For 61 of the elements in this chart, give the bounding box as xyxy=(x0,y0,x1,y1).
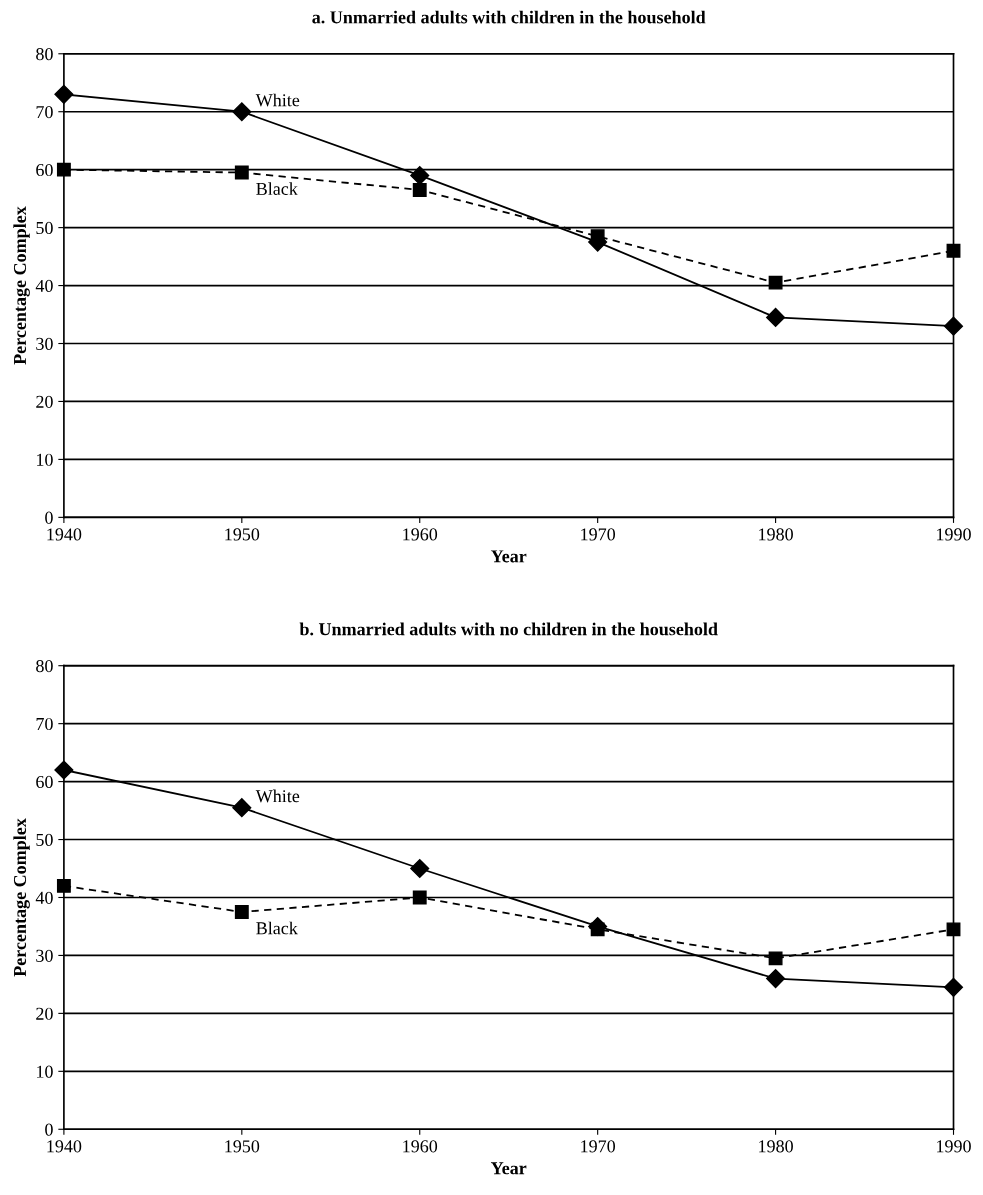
series-label: Black xyxy=(256,182,298,195)
point xyxy=(946,243,961,258)
y-axis-title: Percentage Complex xyxy=(13,818,30,977)
x-tick-label: 1980 xyxy=(759,528,793,541)
x-axis-title: Year xyxy=(490,1162,527,1175)
point xyxy=(412,890,427,905)
x-tick-label: 1990 xyxy=(937,1140,971,1153)
x-axis-title: Year xyxy=(490,550,527,563)
y-tick-label: 30 xyxy=(36,949,53,962)
x-tick-label: 1950 xyxy=(225,1140,260,1153)
point xyxy=(234,165,249,180)
point xyxy=(56,162,71,177)
y-tick-label: 80 xyxy=(36,48,53,61)
y-tick-label: 70 xyxy=(36,105,53,119)
y-tick-label: 70 xyxy=(36,717,53,731)
point xyxy=(766,969,786,989)
point xyxy=(943,316,964,336)
point xyxy=(588,916,608,936)
point xyxy=(768,275,783,290)
y-tick-label: 20 xyxy=(36,1007,53,1020)
x-tick-label: 1960 xyxy=(403,1140,438,1153)
point xyxy=(412,183,427,197)
point xyxy=(54,84,74,104)
y-tick-label: 40 xyxy=(35,279,53,293)
y-tick-label: 60 xyxy=(36,775,53,789)
y-tick-label: 0 xyxy=(45,1123,53,1136)
x-tick-label: 1940 xyxy=(47,528,82,541)
y-tick-label: 30 xyxy=(36,337,53,350)
point xyxy=(234,905,249,919)
y-tick-label: 40 xyxy=(35,891,53,904)
point xyxy=(232,102,252,122)
y-axis-title: Percentage Complex xyxy=(13,206,30,365)
y-tick-label: 20 xyxy=(36,395,53,408)
y-tick-label: 80 xyxy=(36,659,53,673)
x-tick-label: 1980 xyxy=(759,1140,793,1153)
y-tick-label: 10 xyxy=(37,453,53,466)
point xyxy=(410,858,430,879)
y-tick-label: 10 xyxy=(37,1065,53,1078)
x-tick-label: 1970 xyxy=(581,528,616,541)
point xyxy=(56,878,71,893)
chart-title: a. Unmarried adults with children in the household xyxy=(312,10,706,24)
y-tick-label: 0 xyxy=(45,511,53,524)
series-label: White xyxy=(255,93,300,107)
point xyxy=(943,977,964,997)
x-tick-label: 1970 xyxy=(581,1140,616,1153)
x-tick-label: 1960 xyxy=(403,528,438,541)
series-label: Black xyxy=(256,921,298,935)
y-tick-label: 50 xyxy=(36,833,53,846)
y-tick-label: 60 xyxy=(36,163,53,177)
y-tick-label: 50 xyxy=(36,221,53,235)
point xyxy=(946,922,961,937)
point xyxy=(768,951,783,966)
point xyxy=(232,798,252,818)
series-label: White xyxy=(255,789,300,803)
point xyxy=(54,760,74,780)
x-tick-label: 1990 xyxy=(937,528,971,541)
x-tick-label: 1950 xyxy=(225,528,260,541)
chart-title: b. Unmarried adults with no children in the household xyxy=(299,622,718,636)
point xyxy=(410,165,430,185)
point xyxy=(766,307,786,327)
x-tick-label: 1940 xyxy=(47,1140,82,1153)
